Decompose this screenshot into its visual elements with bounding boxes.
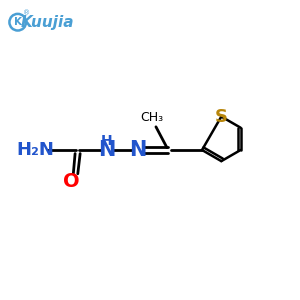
Text: Kuujia: Kuujia	[21, 15, 74, 30]
Text: H: H	[101, 134, 113, 148]
Text: N: N	[98, 140, 116, 160]
Text: H₂N: H₂N	[16, 141, 55, 159]
Text: CH₃: CH₃	[140, 111, 163, 124]
Text: N: N	[129, 140, 147, 160]
Text: O: O	[63, 172, 80, 191]
Text: K: K	[14, 17, 22, 27]
Text: ®: ®	[23, 10, 30, 16]
Text: S: S	[215, 108, 228, 126]
